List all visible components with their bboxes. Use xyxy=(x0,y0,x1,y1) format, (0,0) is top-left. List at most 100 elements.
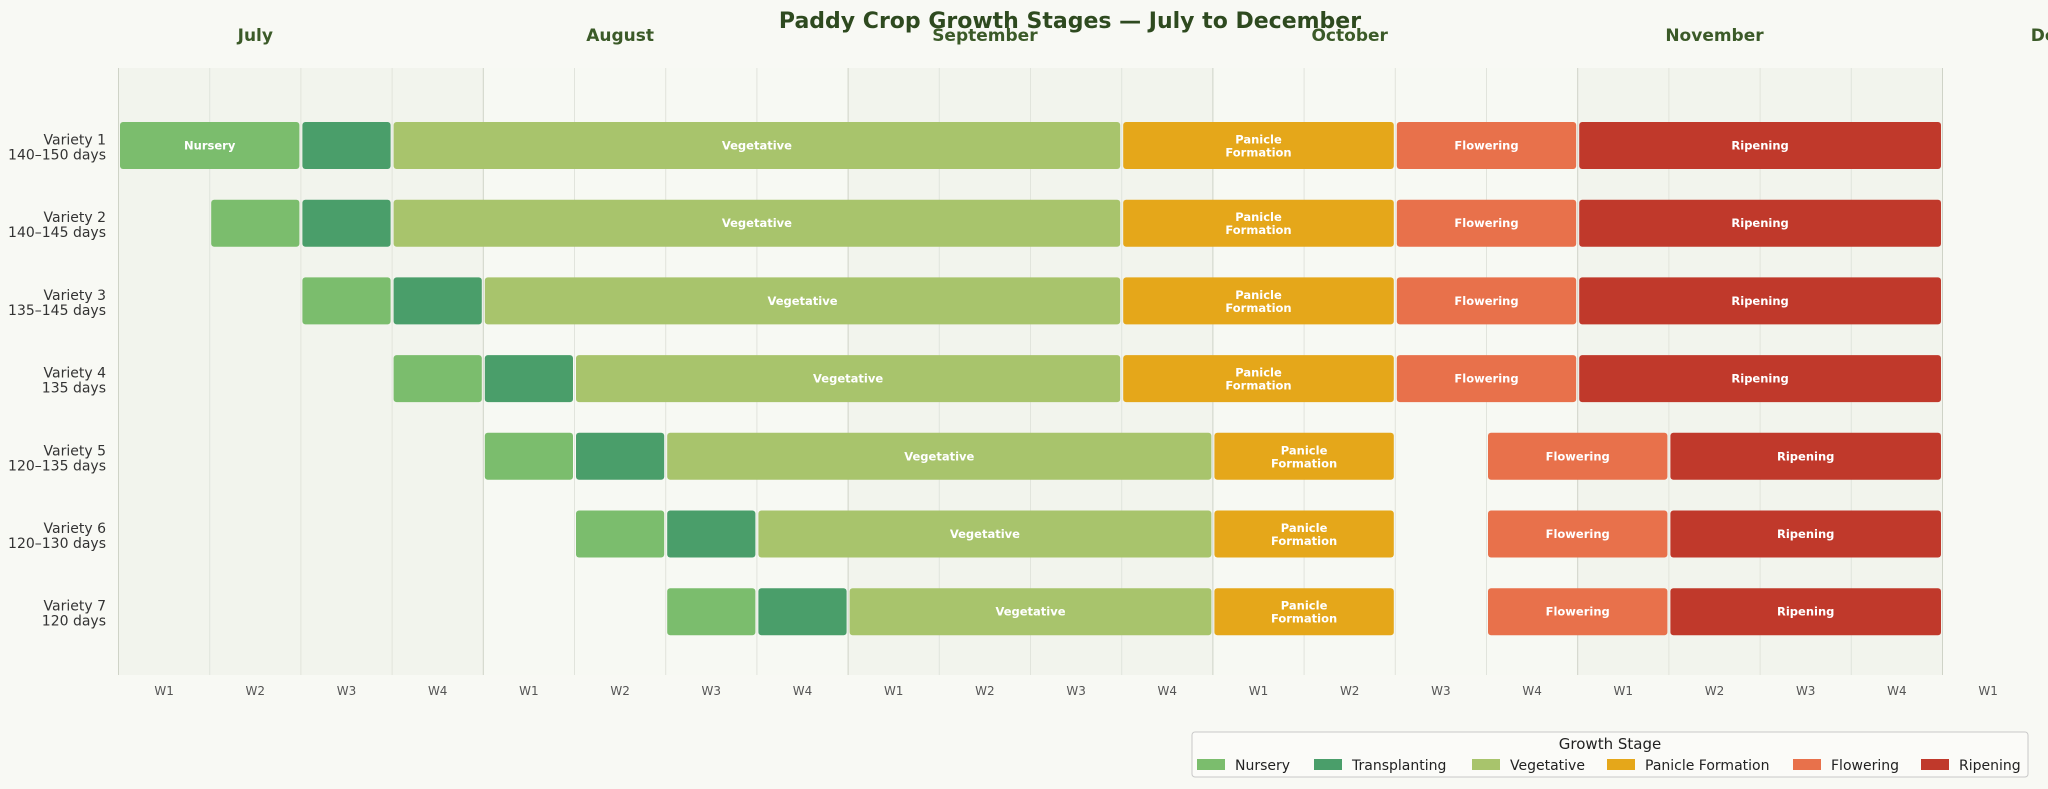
week-tick-label: W2 xyxy=(1705,684,1725,698)
week-tick-label: W1 xyxy=(1614,684,1634,698)
stage-bar-vegetative xyxy=(393,199,1121,247)
stage-bar-label: Panicle Formation xyxy=(1225,133,1291,160)
variety-duration-label: 135 days xyxy=(42,381,106,397)
stage-bar-label: Panicle Formation xyxy=(1225,210,1291,237)
stage-bar-ripening xyxy=(1670,510,1941,558)
stage-bar-panicle xyxy=(1214,432,1394,480)
stage-bar-nursery xyxy=(302,277,391,325)
month-label: October xyxy=(1311,26,1388,46)
stage-bar-vegetative xyxy=(393,122,1121,169)
stage-bar-transplanting xyxy=(576,432,665,480)
stage-bar-label: Ripening xyxy=(1731,216,1788,230)
chart-title: Paddy Crop Growth Stages — July to Decem… xyxy=(779,9,1361,34)
month-label: December xyxy=(2031,26,2048,46)
stage-bar-flowering xyxy=(1488,588,1668,636)
stage-bar-transplanting xyxy=(302,122,391,169)
month-label: July xyxy=(237,26,273,46)
legend-swatch-nursery xyxy=(1197,759,1225,770)
stage-bar-label: Flowering xyxy=(1454,372,1518,386)
variety-duration-label: 140–145 days xyxy=(8,225,106,241)
stage-bar-nursery xyxy=(120,122,300,169)
week-tick-label: W1 xyxy=(1249,684,1269,698)
variety-duration-label: 120–135 days xyxy=(8,458,106,474)
variety-name-label: Variety 6 xyxy=(44,521,107,537)
legend-label-nursery: Nursery xyxy=(1235,758,1290,774)
legend-label-vegetative: Vegetative xyxy=(1510,758,1585,774)
stage-bar-label: Ripening xyxy=(1777,449,1834,463)
stage-bar-label: Flowering xyxy=(1454,294,1518,308)
stage-bar-panicle xyxy=(1214,510,1394,558)
stage-bar-vegetative xyxy=(758,510,1212,558)
stage-bar-nursery xyxy=(484,432,573,480)
variety-name-label: Variety 7 xyxy=(44,599,106,615)
stage-bar-vegetative xyxy=(576,355,1121,403)
stage-bar-panicle xyxy=(1123,277,1394,325)
legend-items: Nursery Transplanting Vegetative Panicle Fo… xyxy=(1197,758,2021,774)
legend-swatch-panicle xyxy=(1607,759,1635,770)
legend: Growth Stage Nursery Transplanting Vegetat… xyxy=(1191,731,2029,778)
stage-bar-label: Flowering xyxy=(1546,605,1610,619)
stage-bar-label: Panicle Formation xyxy=(1271,443,1337,470)
stage-bars: Nursery Vegetative Panicle Formation Floweri… xyxy=(120,122,1941,636)
stage-bar-label: Ripening xyxy=(1777,527,1834,541)
stage-bar-label: Ripening xyxy=(1777,605,1834,619)
stage-bar-transplanting xyxy=(667,510,756,558)
stage-bar-vegetative xyxy=(667,432,1212,480)
week-tick-label: W4 xyxy=(793,684,813,698)
stage-bar-label: Flowering xyxy=(1454,216,1518,230)
stage-bar-flowering xyxy=(1396,122,1577,169)
month-label: August xyxy=(586,26,654,46)
stage-bar-label: Vegetative xyxy=(722,216,792,230)
stage-bar-label: Vegetative xyxy=(722,139,792,153)
stage-bar-flowering xyxy=(1396,199,1577,247)
stage-bar-label: Flowering xyxy=(1546,449,1610,463)
stage-bar-nursery xyxy=(667,588,756,636)
week-tick-label: W2 xyxy=(975,684,995,698)
stage-bar-flowering xyxy=(1396,355,1577,403)
legend-label-flowering: Flowering xyxy=(1831,758,1899,774)
stage-bar-label: Vegetative xyxy=(813,372,883,386)
week-tick-label: W1 xyxy=(1978,684,1998,698)
week-tick-label: W3 xyxy=(337,684,357,698)
legend-swatch-vegetative xyxy=(1472,759,1500,770)
stage-bar-flowering xyxy=(1488,432,1668,480)
stage-bar-flowering xyxy=(1396,277,1577,325)
stage-bar-label: Ripening xyxy=(1731,372,1788,386)
month-label: September xyxy=(932,26,1038,46)
stage-bar-label: Panicle Formation xyxy=(1271,521,1337,548)
legend-swatch-flowering xyxy=(1793,759,1821,770)
stage-bar-label: Panicle Formation xyxy=(1225,366,1291,393)
stage-bar-vegetative xyxy=(849,588,1212,636)
month-label: November xyxy=(1665,26,1764,46)
stage-bar-label: Vegetative xyxy=(950,527,1020,541)
stage-bar-flowering xyxy=(1488,510,1668,558)
stage-bar-transplanting xyxy=(484,355,573,403)
week-tick-label: W2 xyxy=(610,684,630,698)
week-tick-label: W2 xyxy=(246,684,266,698)
month-labels: July August September October November Decemb… xyxy=(237,26,2048,46)
week-tick-labels: W1 W2 W3 W4 W1 W2 W3 W4 W1 W2 W3 W4 W1 W2 W3 W4 W1 W2 W3 W4… xyxy=(154,684,1998,698)
stage-bar-label: Vegetative xyxy=(904,449,974,463)
stage-bar-transplanting xyxy=(758,588,847,636)
legend-title: Growth Stage xyxy=(1559,735,1661,753)
stage-bar-nursery xyxy=(211,199,300,247)
variety-name-label: Variety 1 xyxy=(44,133,106,149)
week-tick-label: W3 xyxy=(702,684,722,698)
stage-bar-ripening xyxy=(1579,277,1941,325)
variety-duration-label: 140–150 days xyxy=(8,148,106,164)
variety-duration-label: 120 days xyxy=(42,614,106,630)
week-tick-label: W3 xyxy=(1066,684,1086,698)
stage-bar-label: Vegetative xyxy=(767,294,837,308)
week-tick-label: W4 xyxy=(428,684,448,698)
variety-duration-label: 135–145 days xyxy=(8,303,106,319)
legend-swatch-transplanting xyxy=(1314,759,1342,770)
stage-bar-label: Ripening xyxy=(1731,294,1788,308)
stage-bar-nursery xyxy=(576,510,665,558)
stage-bar-label: Vegetative xyxy=(995,605,1065,619)
stage-bar-nursery xyxy=(393,355,482,403)
stage-bar-label: Flowering xyxy=(1546,527,1610,541)
stage-bar-label: Panicle Formation xyxy=(1271,599,1337,626)
week-tick-label: W4 xyxy=(1522,684,1542,698)
stage-bar-panicle xyxy=(1123,199,1394,247)
